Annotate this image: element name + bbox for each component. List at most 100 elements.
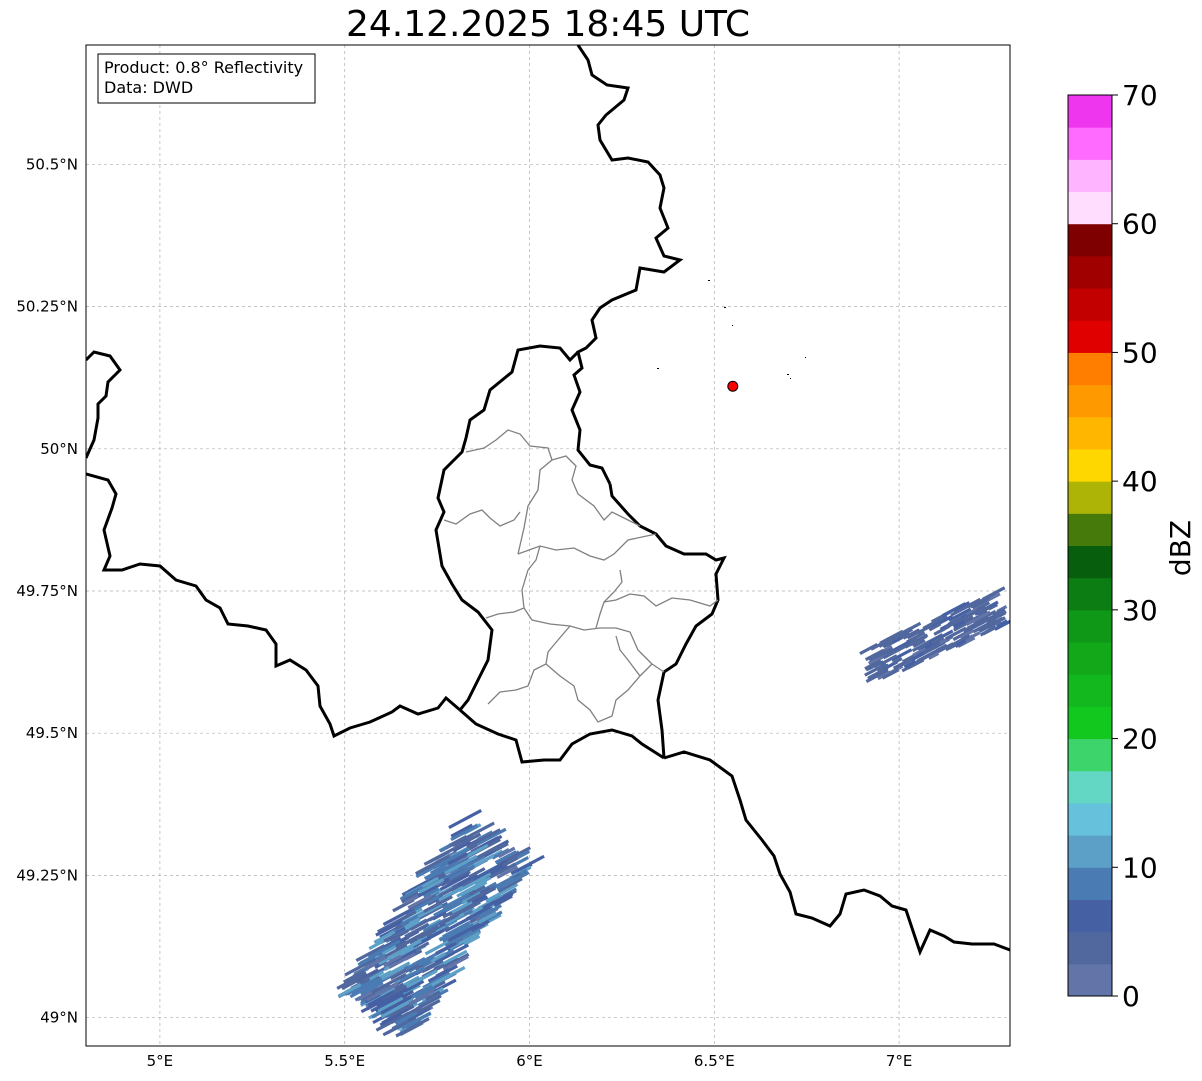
echo-cell bbox=[879, 654, 898, 666]
echo-cell bbox=[338, 983, 362, 998]
echo-cell bbox=[510, 854, 545, 876]
echo-cell bbox=[390, 910, 417, 927]
echo-cell bbox=[454, 832, 482, 849]
echo-cell bbox=[986, 592, 1001, 603]
echo-cell bbox=[404, 917, 421, 929]
echo-cell bbox=[435, 941, 457, 956]
echo-cell bbox=[870, 639, 887, 651]
colorbar-segment bbox=[1068, 545, 1112, 579]
echo-cell bbox=[945, 626, 967, 641]
echo-cell bbox=[342, 969, 366, 984]
echo-cell bbox=[891, 648, 913, 662]
echo-cell bbox=[901, 659, 922, 673]
echo-cell bbox=[401, 983, 421, 996]
colorbar-tick-label: 40 bbox=[1122, 465, 1158, 498]
echo-cell bbox=[475, 827, 507, 847]
echo-cell bbox=[910, 652, 924, 662]
echo-cell bbox=[963, 631, 981, 643]
echo-cell bbox=[438, 949, 468, 968]
echo-cell bbox=[373, 992, 405, 1011]
echo-cell bbox=[447, 852, 468, 866]
echo-cell bbox=[890, 636, 902, 645]
info-box: Product: 0.8° Reflectivity Data: DWD bbox=[97, 53, 316, 104]
colorbar-segment bbox=[1068, 191, 1112, 225]
echo-cell bbox=[403, 924, 440, 946]
echo-cell bbox=[399, 966, 426, 982]
echo-cell bbox=[972, 609, 997, 625]
echo-cell bbox=[425, 990, 441, 1001]
echo-cell bbox=[966, 607, 978, 616]
colorbar-tick-label: 50 bbox=[1122, 336, 1158, 369]
info-product: Product: 0.8° Reflectivity bbox=[104, 58, 303, 77]
border-luxembourg-belgium bbox=[434, 344, 580, 711]
map-area[interactable] bbox=[86, 45, 1010, 1046]
echo-cell bbox=[407, 894, 432, 910]
echo-cell bbox=[417, 901, 449, 921]
echo-cell bbox=[425, 860, 460, 881]
echo-cell bbox=[494, 842, 509, 852]
echo-cell bbox=[380, 995, 412, 1015]
echo-cell bbox=[422, 887, 440, 899]
echo-cell bbox=[388, 952, 416, 969]
lat-tick-label: 49°N bbox=[40, 1009, 78, 1027]
longitude-tick-labels: 5°E 5.5°E 6°E 6.5°E 7°E bbox=[147, 1052, 913, 1070]
echo-cell bbox=[401, 1011, 432, 1030]
echo-cell bbox=[361, 992, 376, 1002]
echo-cell bbox=[980, 616, 1004, 632]
lon-tick-label: 7°E bbox=[886, 1052, 913, 1070]
border-luxembourg-germany bbox=[608, 483, 727, 759]
echo-cell bbox=[442, 952, 470, 970]
border-france-luxembourg bbox=[459, 708, 665, 764]
echo-cell bbox=[496, 865, 519, 879]
echo-cell bbox=[466, 828, 501, 849]
echo-cell bbox=[952, 634, 970, 646]
colorbar-tick-label: 70 bbox=[1122, 79, 1158, 112]
echo-cell bbox=[357, 955, 375, 967]
graticule bbox=[86, 45, 1010, 1046]
echo-cell bbox=[908, 633, 929, 647]
echo-cell bbox=[448, 809, 483, 830]
colorbar-segment bbox=[1068, 384, 1112, 418]
colorbar bbox=[1067, 94, 1113, 997]
echo-cell bbox=[502, 856, 519, 868]
echo-cell bbox=[365, 981, 400, 1002]
echo-cell bbox=[993, 611, 1007, 621]
echo-cell bbox=[992, 607, 1006, 617]
echo-cell bbox=[384, 943, 408, 958]
echo-cell bbox=[928, 622, 942, 632]
echo-cell bbox=[389, 929, 409, 942]
echo-cell bbox=[935, 643, 948, 653]
echo-cell bbox=[400, 885, 424, 901]
colorbar-segment bbox=[1068, 577, 1112, 611]
echo-cell bbox=[381, 945, 397, 955]
radar-site-marker[interactable] bbox=[727, 380, 739, 392]
echo-cell bbox=[384, 936, 402, 949]
echo-cell bbox=[410, 891, 441, 910]
echo-cell bbox=[493, 892, 514, 906]
border-france-germany bbox=[663, 750, 1010, 957]
colorbar-segment bbox=[1068, 706, 1112, 740]
echo-cell bbox=[471, 919, 490, 932]
echo-cell bbox=[430, 952, 446, 963]
colorbar-segment bbox=[1068, 835, 1112, 868]
echo-cell bbox=[432, 910, 447, 921]
colorbar-segment bbox=[1068, 95, 1112, 128]
echo-cell bbox=[423, 845, 459, 866]
colorbar-segment bbox=[1068, 255, 1112, 289]
lat-tick-label: 49.5°N bbox=[26, 724, 78, 742]
echo-cell bbox=[892, 656, 903, 665]
echo-cell bbox=[434, 943, 470, 964]
echo-cell bbox=[448, 835, 468, 847]
echo-cell bbox=[442, 892, 470, 910]
echo-cell bbox=[421, 959, 444, 974]
echo-cell bbox=[985, 625, 997, 633]
echo-cell bbox=[905, 631, 926, 644]
echo-cell bbox=[423, 895, 453, 914]
echo-cell bbox=[373, 930, 395, 944]
echo-cell bbox=[945, 614, 969, 629]
info-data-source: Data: DWD bbox=[104, 78, 193, 97]
lon-tick-label: 5°E bbox=[147, 1052, 174, 1070]
echo-cell bbox=[361, 986, 375, 996]
echo-cell bbox=[409, 916, 434, 931]
echo-cell bbox=[465, 905, 491, 921]
